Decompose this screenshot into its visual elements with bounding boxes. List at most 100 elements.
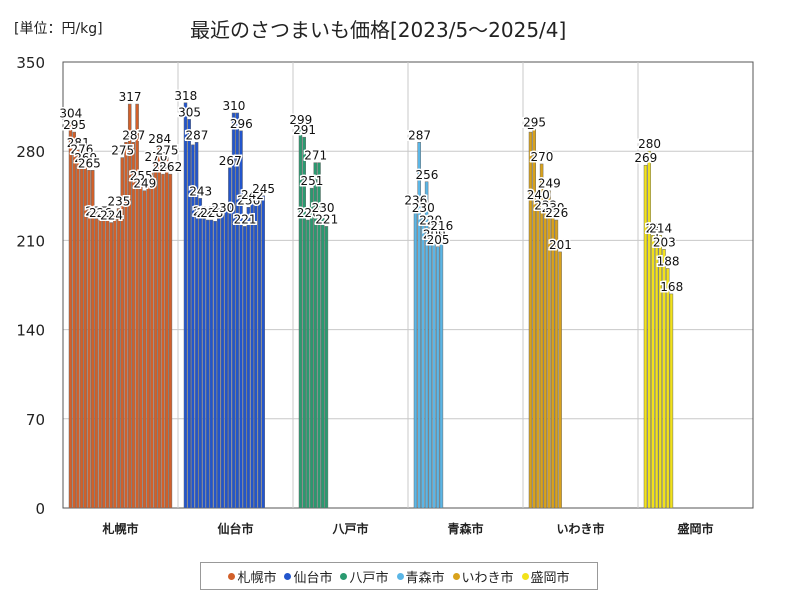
legend-label: 八戸市 — [349, 570, 389, 586]
bar — [643, 164, 648, 509]
data-label: 291 — [293, 123, 316, 137]
bar — [435, 246, 440, 509]
data-label: 227 — [193, 205, 216, 219]
bar — [194, 142, 199, 509]
y-tick-label: 350 — [16, 54, 45, 72]
y-tick-label: 140 — [16, 322, 45, 340]
data-label: 267 — [219, 154, 242, 168]
data-label: 262 — [152, 160, 175, 174]
data-label: 269 — [74, 151, 97, 165]
bar — [235, 112, 240, 509]
bar — [217, 218, 221, 509]
x-category-label: 八戸市 — [331, 521, 368, 536]
legend-marker — [452, 572, 460, 580]
data-label: 230 — [412, 201, 435, 215]
bar — [651, 235, 655, 509]
bar — [306, 219, 310, 509]
data-label: 209 — [423, 228, 446, 242]
data-label: 242 — [241, 188, 264, 202]
data-label: 236 — [237, 193, 260, 207]
bar — [413, 207, 418, 509]
y-tick-label: 280 — [16, 143, 45, 161]
bar — [539, 163, 544, 509]
y-tick-label: 70 — [26, 411, 45, 429]
bar — [113, 214, 117, 509]
bar — [439, 232, 444, 509]
data-label: 216 — [430, 219, 453, 233]
data-label: 243 — [189, 184, 212, 198]
bar — [183, 102, 188, 509]
data-label: 310 — [222, 99, 245, 113]
data-label: 245 — [252, 182, 275, 196]
bar — [124, 142, 128, 509]
data-label: 205 — [427, 233, 450, 247]
bar — [432, 241, 436, 509]
data-label: 275 — [111, 144, 134, 158]
bar — [146, 185, 150, 509]
bar — [198, 198, 203, 509]
legend-item: 青森市 — [396, 567, 445, 586]
bar — [261, 195, 265, 509]
data-label: 276 — [70, 142, 93, 156]
bar — [168, 173, 173, 509]
bar — [94, 218, 99, 509]
bar — [669, 293, 674, 509]
bar — [309, 187, 314, 509]
data-label: 226 — [545, 206, 568, 220]
legend-marker — [396, 572, 404, 580]
legend-item: 八戸市 — [340, 567, 389, 586]
bar — [109, 222, 113, 509]
data-label: 270 — [530, 150, 553, 164]
data-label: 271 — [304, 149, 327, 163]
legend-label: いわき市 — [461, 570, 514, 586]
bar — [662, 249, 666, 509]
bar — [302, 136, 306, 509]
data-label: 221 — [234, 212, 257, 226]
x-category-label: いわき市 — [556, 521, 604, 536]
bar — [209, 219, 214, 509]
data-label: 230 — [211, 201, 234, 215]
bar — [87, 170, 91, 509]
bar — [421, 214, 425, 509]
data-label: 232 — [534, 198, 557, 212]
data-label: 227 — [85, 205, 108, 219]
legend-marker — [340, 572, 348, 580]
data-label: 287 — [408, 128, 431, 142]
data-label: 220 — [419, 214, 442, 228]
bar — [532, 129, 536, 509]
data-label: 3 — [123, 128, 131, 142]
x-category-label: 盛岡市 — [677, 521, 713, 536]
bar — [150, 172, 154, 509]
data-label: 317 — [119, 90, 142, 104]
data-label: 226 — [297, 206, 320, 220]
data-label: 281 — [67, 136, 90, 150]
bar — [665, 268, 670, 509]
bar — [231, 112, 236, 509]
x-category-label: 札幌市 — [101, 521, 138, 536]
bar — [647, 150, 651, 509]
data-label: 21 — [646, 221, 661, 235]
bar — [83, 164, 88, 509]
bar — [536, 201, 540, 509]
legend-label: 札幌市 — [237, 570, 277, 586]
bar — [127, 103, 132, 509]
bar — [320, 214, 325, 509]
bar — [324, 226, 329, 509]
bar — [157, 145, 162, 509]
bar — [528, 131, 533, 509]
unit-label: [単位：円/kg] — [14, 21, 103, 37]
bar — [543, 212, 548, 509]
y-tick-label: 210 — [16, 232, 45, 250]
data-label: 228 — [200, 206, 223, 220]
data-label: 236 — [404, 193, 427, 207]
data-label: 295 — [523, 116, 546, 130]
data-label: 188 — [657, 254, 680, 268]
bar — [68, 120, 73, 509]
bar — [417, 142, 421, 509]
bar — [205, 219, 210, 509]
bar — [191, 144, 195, 509]
data-label: 1 — [653, 228, 661, 242]
bar — [254, 199, 258, 509]
bar — [257, 195, 262, 509]
